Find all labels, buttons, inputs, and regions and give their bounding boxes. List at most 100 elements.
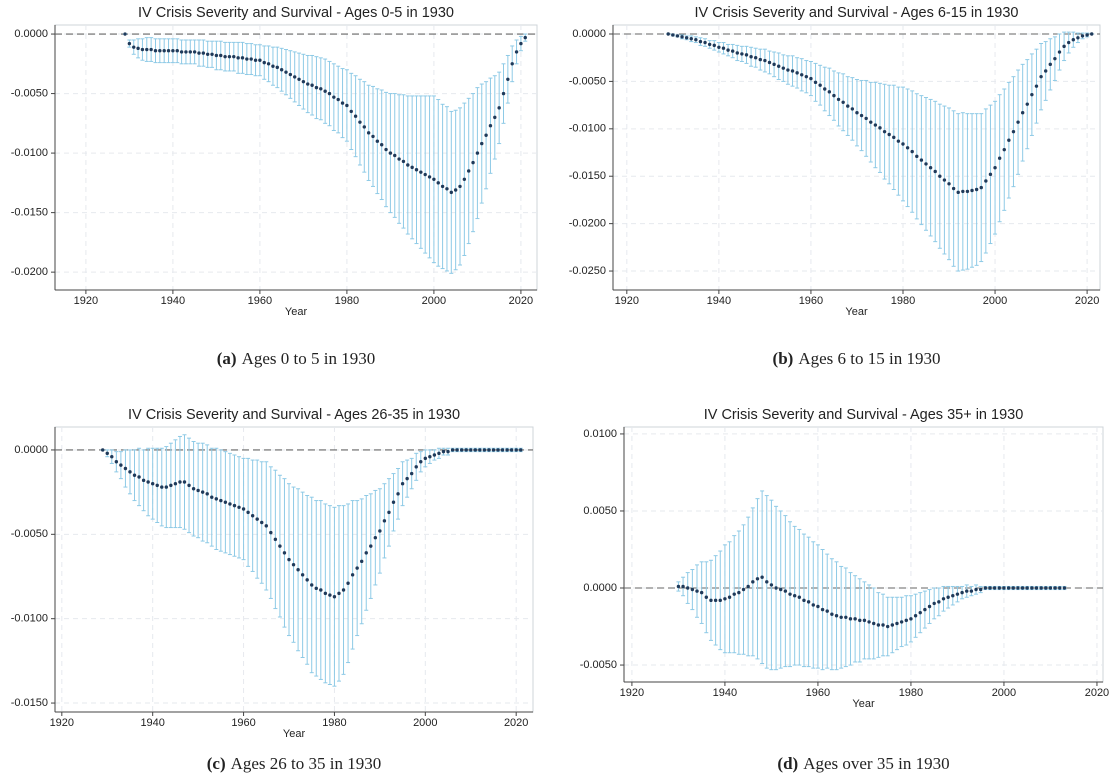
x-tick-label: 2020 [1075, 295, 1099, 307]
point-estimate [173, 481, 178, 486]
point-estimate [341, 588, 346, 592]
point-estimate [890, 623, 895, 627]
point-estimate [827, 90, 832, 94]
caption-label: (c) [207, 754, 226, 773]
point-estimate [414, 465, 418, 469]
point-estimate [735, 51, 739, 55]
point-estimate [393, 153, 397, 158]
point-estimate [223, 500, 228, 504]
point-estimate [473, 448, 477, 452]
point-estimate [240, 56, 245, 60]
point-estimate [132, 473, 137, 477]
point-estimate [997, 586, 1001, 590]
point-estimate [262, 60, 266, 65]
point-estimate [184, 50, 188, 54]
point-estimate [450, 448, 455, 452]
point-estimate [841, 100, 845, 104]
point-estimate [839, 615, 843, 619]
point-estimate [788, 592, 792, 596]
point-estimate [777, 64, 781, 68]
point-estimate [196, 488, 200, 493]
point-estimate [1011, 586, 1015, 590]
point-estimate [859, 113, 864, 118]
caption-text: Ages 26 to 35 in 1930 [231, 754, 382, 773]
point-estimate [969, 589, 974, 593]
point-estimate [123, 466, 128, 471]
point-estimate [885, 624, 890, 629]
point-estimate [387, 510, 391, 515]
point-estimate [205, 492, 209, 496]
point-estimate [938, 174, 942, 178]
point-estimate [878, 126, 882, 130]
point-estimate [974, 587, 978, 592]
point-estimate [379, 143, 384, 147]
point-estimate [219, 53, 223, 58]
point-estimate [284, 70, 288, 74]
point-estimate [188, 50, 192, 54]
point-estimate [319, 87, 323, 91]
point-estimate [493, 115, 497, 120]
point-estimate [955, 592, 960, 596]
point-estimate [197, 51, 201, 55]
point-estimate [806, 600, 811, 604]
point-estimate [689, 37, 693, 41]
point-estimate [332, 95, 336, 99]
point-estimate [449, 190, 454, 195]
point-estimate [704, 595, 709, 599]
point-estimate [497, 106, 501, 110]
point-estimate [462, 177, 467, 181]
x-tick-label: 2000 [983, 295, 1007, 307]
x-tick-label: 1980 [322, 717, 346, 729]
point-estimate [378, 529, 382, 533]
point-estimate [956, 190, 960, 195]
y-tick-label: -0.0200 [11, 266, 48, 278]
point-estimate [328, 593, 332, 597]
point-estimate [432, 453, 437, 457]
point-estimate [758, 57, 762, 62]
point-estimate [767, 60, 772, 65]
point-estimate [924, 162, 928, 166]
point-estimate [128, 470, 132, 474]
point-estimate [804, 74, 809, 79]
point-estimate [970, 188, 974, 193]
point-estimate [458, 184, 462, 189]
point-estimate [905, 146, 910, 150]
x-tick-label: 1920 [615, 295, 639, 307]
y-tick-label: 0.0050 [583, 505, 617, 517]
point-estimate [779, 587, 783, 592]
y-tick-label: -0.0100 [569, 123, 606, 135]
point-estimate [834, 614, 839, 618]
point-estimate [769, 583, 774, 587]
point-estimate [228, 502, 232, 506]
point-estimate [501, 91, 506, 96]
point-estimate [523, 35, 527, 40]
point-estimate [353, 114, 358, 118]
point-estimate [362, 125, 366, 129]
point-estimate [445, 187, 449, 191]
point-estimate [676, 584, 681, 589]
point-estimate [802, 598, 806, 603]
point-estimate [718, 598, 722, 603]
point-estimate [951, 594, 955, 598]
y-tick-label: -0.0150 [569, 170, 606, 182]
point-estimate [823, 87, 827, 91]
point-estimate [797, 595, 802, 599]
point-estimate [1062, 44, 1066, 49]
point-estimate [397, 157, 401, 161]
point-estimate [721, 46, 726, 50]
point-estimate [469, 448, 473, 452]
point-estimate [1066, 40, 1071, 45]
point-estimate [145, 47, 149, 52]
point-estimate [717, 45, 721, 49]
point-estimate [375, 139, 380, 143]
y-tick-label: -0.0050 [580, 659, 617, 671]
x-tick-label: 1960 [806, 687, 830, 699]
point-estimate [712, 43, 716, 48]
point-estimate [245, 57, 249, 61]
chart-panel: IV Crisis Severity and Survival - Ages 2… [11, 407, 534, 773]
point-estimate [169, 483, 173, 488]
y-tick-label: -0.0100 [11, 147, 48, 159]
point-estimate [1020, 586, 1025, 590]
point-estimate [519, 41, 523, 46]
